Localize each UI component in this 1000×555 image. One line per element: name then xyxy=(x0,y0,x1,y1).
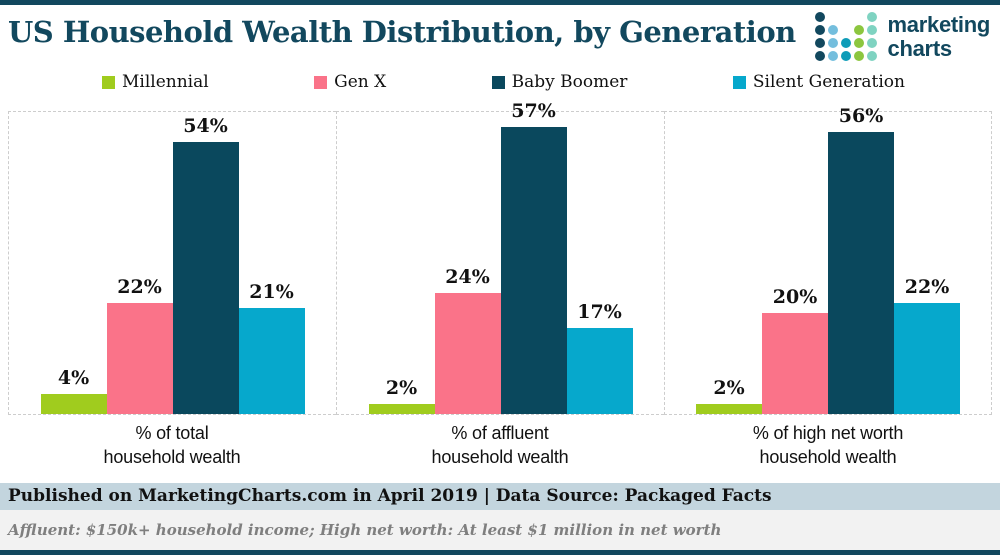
logo-dot xyxy=(814,25,825,35)
legend-swatch xyxy=(314,75,328,89)
published-bar: Published on MarketingCharts.com in Apri… xyxy=(0,483,1000,510)
bar: 56% xyxy=(828,105,894,414)
logo-dot xyxy=(866,25,877,35)
bar: 17% xyxy=(566,301,633,414)
marketingcharts-logo-text: marketing charts xyxy=(887,11,991,61)
legend-label: Millennial xyxy=(122,72,209,92)
legend-label: Gen X xyxy=(334,72,387,92)
bar: 22% xyxy=(106,276,173,414)
bar-value-label: 57% xyxy=(511,100,556,123)
axis-captions: % of total household wealth % of affluen… xyxy=(8,421,992,473)
chart-panel: 2% 24% 57% 17% xyxy=(336,100,664,415)
bar: 20% xyxy=(762,286,828,414)
bar-chart: 4% 22% 54% 21% 2% 24% 57% 17% 2% 20% 56% 22% xyxy=(8,100,992,415)
legend-label: Silent Generation xyxy=(752,72,905,92)
logo-dot xyxy=(814,51,825,61)
bar-value-label: 54% xyxy=(183,115,228,138)
bar-value-label: 20% xyxy=(772,286,818,309)
legend-item-gen-x: Gen X xyxy=(314,72,386,92)
footnote: Affluent: $150k+ household income; High … xyxy=(0,510,1000,550)
bar: 57% xyxy=(500,100,567,414)
logo-dot xyxy=(840,38,851,48)
legend-swatch xyxy=(102,75,115,89)
chart-panel: 4% 22% 54% 21% xyxy=(8,111,336,415)
logo-dot-empty xyxy=(854,12,864,22)
bar: 24% xyxy=(434,266,501,414)
bar: 22% xyxy=(894,276,960,414)
bottom-border xyxy=(0,550,1000,555)
legend-item-silent-generation: Silent Generation xyxy=(732,72,905,92)
logo-dot xyxy=(853,38,864,48)
bar-value-label: 22% xyxy=(904,276,950,299)
logo-dot xyxy=(814,12,825,22)
marketingcharts-logo: marketing charts xyxy=(814,11,991,61)
legend-item-baby-boomer: Baby Boomer xyxy=(491,72,628,92)
top-border xyxy=(0,0,1000,5)
logo-dot xyxy=(853,51,864,61)
logo-dot xyxy=(814,38,825,48)
logo-dot xyxy=(866,12,877,22)
logo-dot xyxy=(827,25,838,35)
bar-value-label: 21% xyxy=(249,281,294,304)
legend-swatch xyxy=(491,75,505,89)
logo-text-line2: charts xyxy=(887,35,953,61)
logo-dot-empty xyxy=(841,25,851,35)
logo-dot xyxy=(866,38,877,48)
logo-dot xyxy=(853,25,864,35)
logo-dot xyxy=(840,51,851,61)
logo-dot xyxy=(827,51,838,61)
bar-value-label: 24% xyxy=(445,266,490,289)
bar-value-label: 4% xyxy=(57,366,90,389)
legend-swatch xyxy=(732,75,746,89)
bar-value-label: 17% xyxy=(577,301,622,324)
legend-item-millennial: Millennial xyxy=(102,72,209,92)
bar: 21% xyxy=(238,281,305,414)
bar-value-label: 2% xyxy=(713,376,745,399)
logo-dot-empty xyxy=(828,12,838,22)
page-title: US Household Wealth Distribution, by Gen… xyxy=(8,15,796,49)
logo-dot xyxy=(827,38,838,48)
logo-dot xyxy=(866,51,877,61)
marketingcharts-logo-icon xyxy=(814,12,877,61)
category-caption: % of total household wealth xyxy=(103,423,241,468)
category-caption: % of high net worth household wealth xyxy=(752,423,904,468)
category-caption: % of affluent household wealth xyxy=(431,423,569,468)
header: US Household Wealth Distribution, by Gen… xyxy=(0,5,1000,67)
logo-text-line1: marketing xyxy=(887,11,991,37)
bar-value-label: 56% xyxy=(838,105,884,128)
chart-panel: 2% 20% 56% 22% xyxy=(664,105,992,415)
bar-value-label: 22% xyxy=(117,276,162,299)
bar: 2% xyxy=(368,377,435,414)
bar: 2% xyxy=(696,377,762,414)
logo-dot-empty xyxy=(841,12,851,22)
bar: 4% xyxy=(40,367,107,414)
bar: 54% xyxy=(172,115,239,414)
bar-value-label: 2% xyxy=(385,376,418,399)
legend: Millennial Gen X Baby Boomer Silent Gene… xyxy=(0,67,1000,97)
legend-label: Baby Boomer xyxy=(511,72,628,92)
